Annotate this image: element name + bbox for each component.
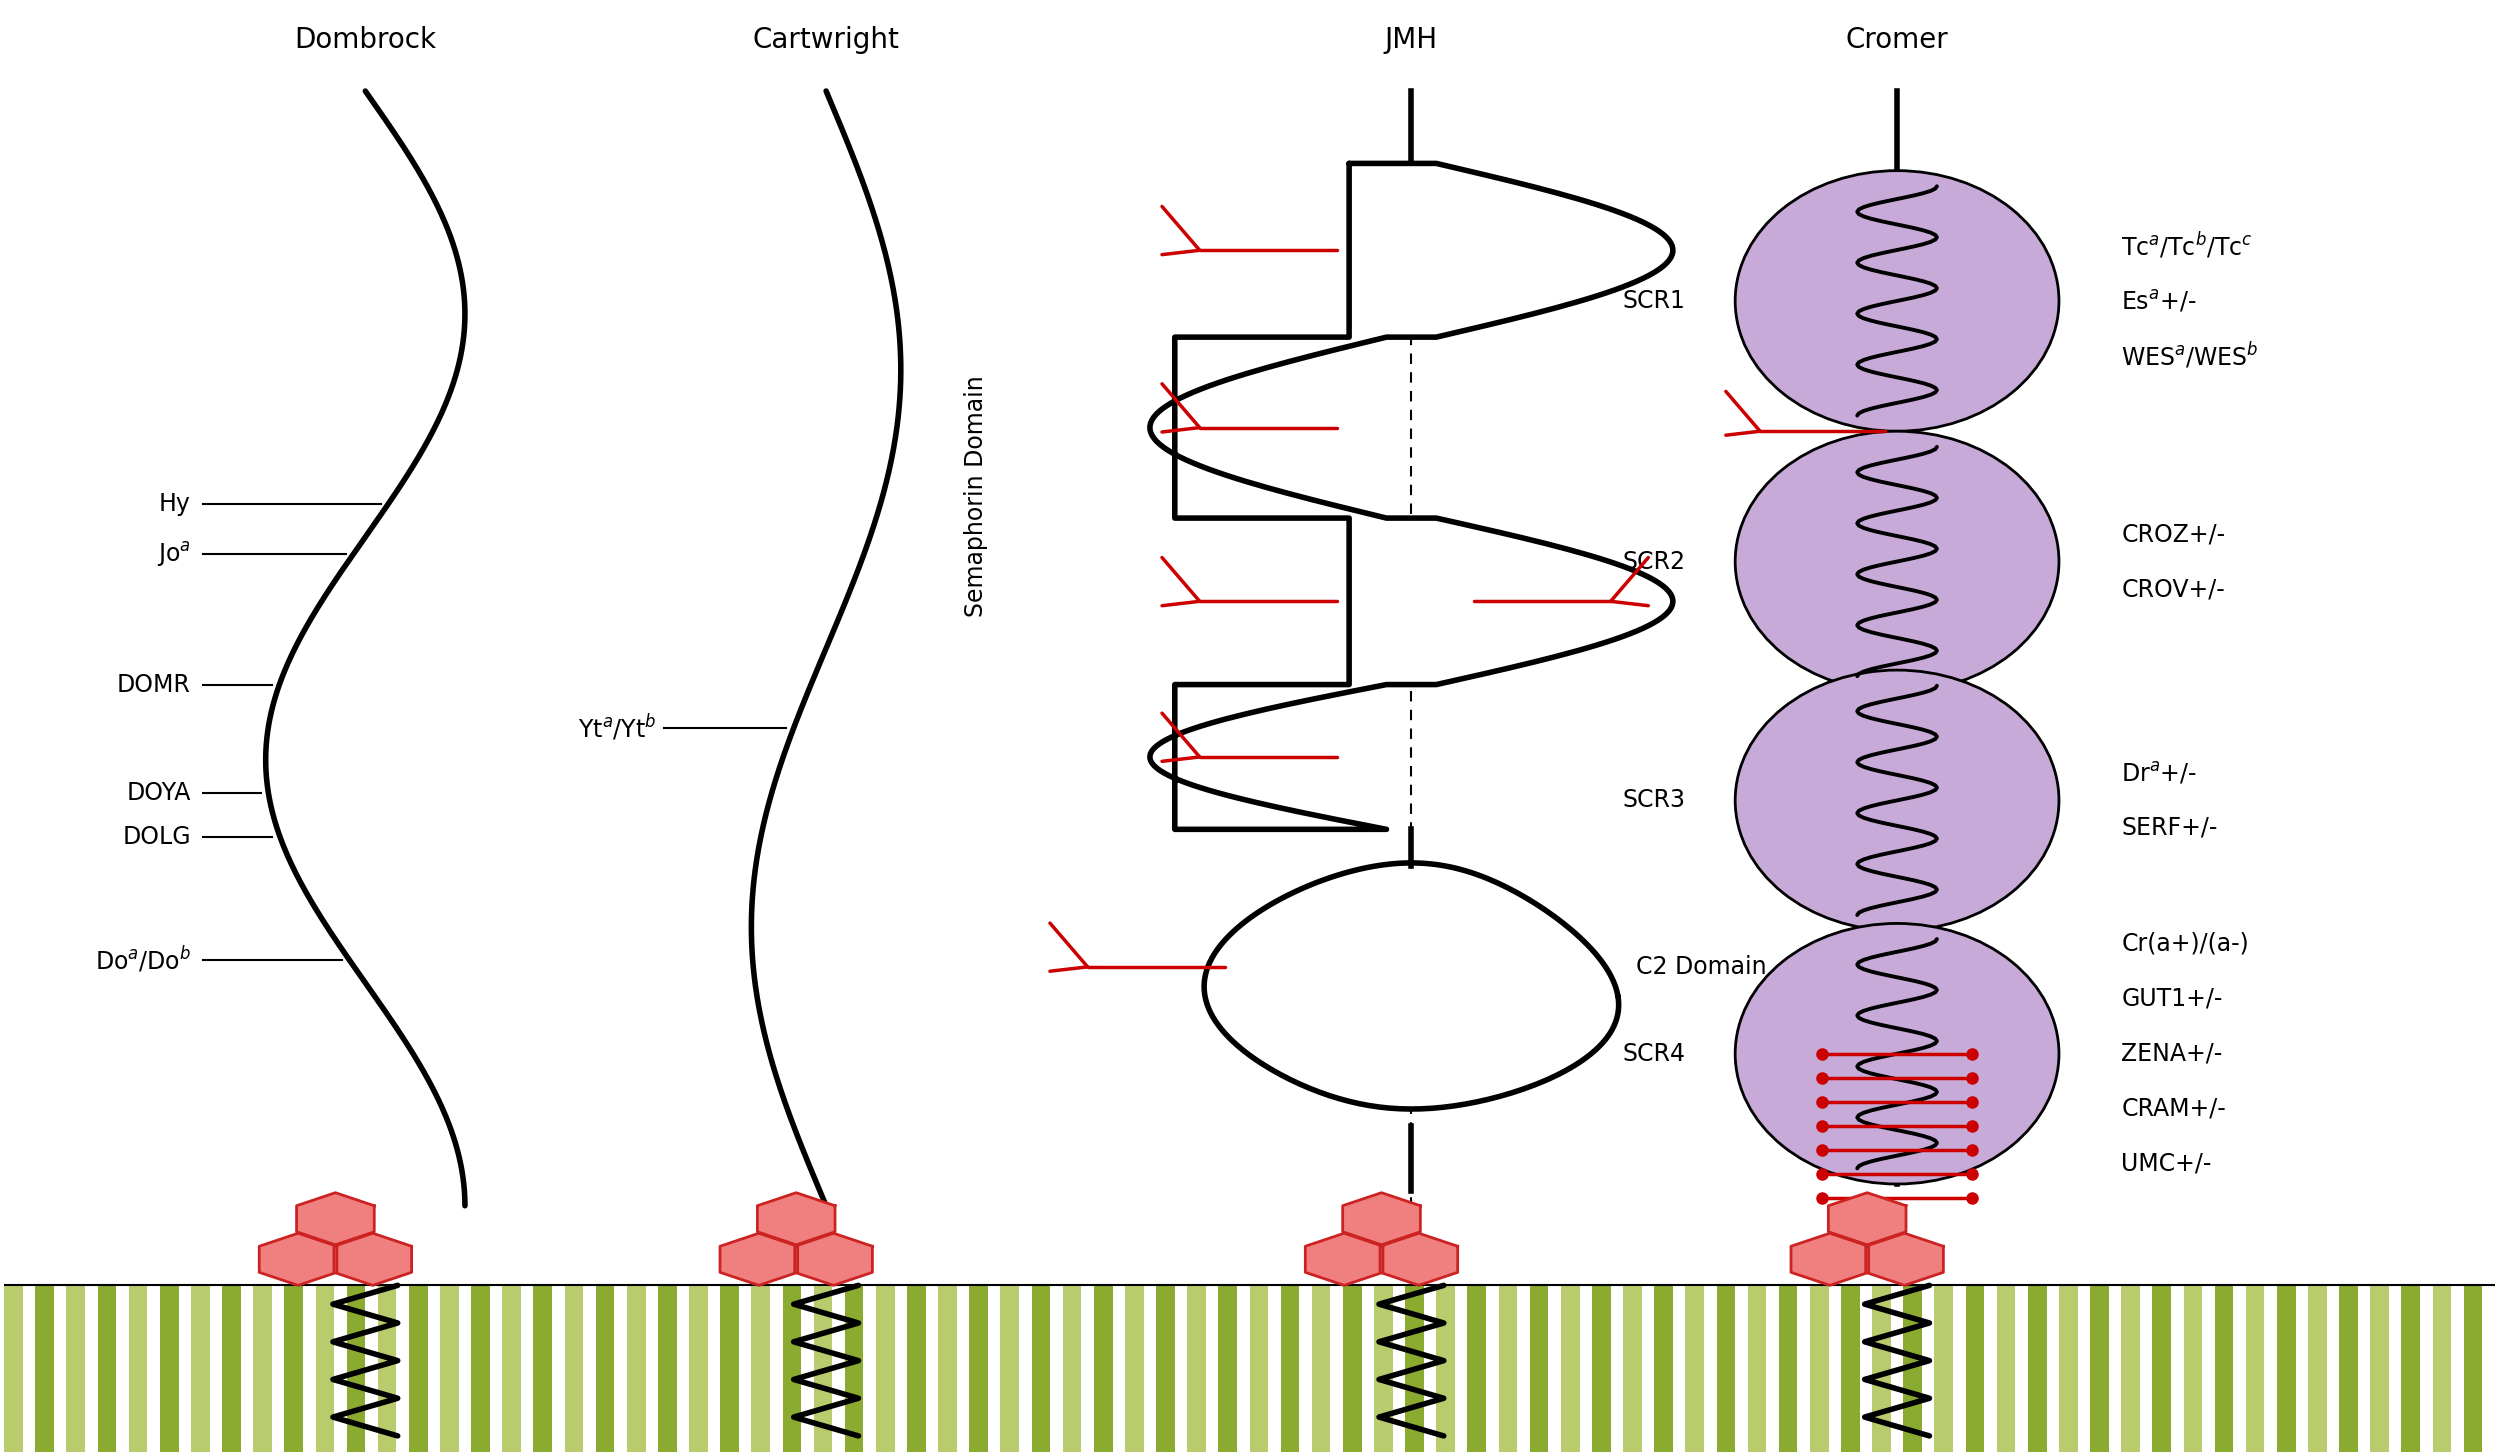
- Text: ZENA+/-: ZENA+/-: [2122, 1041, 2222, 1066]
- Text: SCR1: SCR1: [1622, 288, 1684, 313]
- Text: Jo$^a$: Jo$^a$: [157, 540, 190, 569]
- Polygon shape: [1379, 1233, 1457, 1286]
- Text: Dombrock: Dombrock: [295, 26, 437, 54]
- Text: SCR2: SCR2: [1622, 549, 1684, 574]
- Polygon shape: [757, 1192, 835, 1245]
- Text: SERF+/-: SERF+/-: [2122, 815, 2217, 840]
- Text: CROZ+/-: CROZ+/-: [2122, 523, 2224, 546]
- Polygon shape: [297, 1192, 375, 1245]
- Text: Cr(a+)/(a-): Cr(a+)/(a-): [2122, 932, 2249, 955]
- Text: DOLG: DOLG: [122, 824, 190, 849]
- Polygon shape: [1342, 1192, 1419, 1245]
- Text: DOMR: DOMR: [117, 673, 190, 696]
- Text: CRAM+/-: CRAM+/-: [2122, 1096, 2227, 1121]
- Text: Cartwright: Cartwright: [752, 26, 900, 54]
- Text: Yt$^a$/Yt$^b$: Yt$^a$/Yt$^b$: [577, 713, 657, 743]
- Ellipse shape: [1734, 170, 2059, 431]
- Text: Cromer: Cromer: [1847, 26, 1949, 54]
- Text: SCR3: SCR3: [1622, 788, 1684, 812]
- Text: SCR4: SCR4: [1622, 1041, 1684, 1066]
- Polygon shape: [1792, 1233, 1869, 1286]
- Polygon shape: [1205, 863, 1619, 1109]
- Text: DOYA: DOYA: [127, 782, 190, 805]
- Polygon shape: [795, 1233, 872, 1286]
- Text: Semaphorin Domain: Semaphorin Domain: [965, 376, 987, 617]
- Ellipse shape: [1734, 431, 2059, 692]
- Text: GUT1+/-: GUT1+/-: [2122, 987, 2222, 1010]
- Ellipse shape: [1734, 923, 2059, 1184]
- Text: JMH: JMH: [1384, 26, 1437, 54]
- Polygon shape: [1829, 1192, 1907, 1245]
- Text: CROV+/-: CROV+/-: [2122, 577, 2224, 601]
- Polygon shape: [1304, 1233, 1382, 1286]
- Polygon shape: [1150, 163, 1672, 830]
- Text: Tc$^a$/Tc$^b$/Tc$^c$: Tc$^a$/Tc$^b$/Tc$^c$: [2122, 230, 2254, 261]
- Ellipse shape: [1734, 670, 2059, 930]
- Text: Es$^a$+/-: Es$^a$+/-: [2122, 288, 2197, 314]
- Text: WES$^a$/WES$^b$: WES$^a$/WES$^b$: [2122, 341, 2259, 371]
- Text: Hy: Hy: [160, 492, 190, 515]
- Text: Do$^a$/Do$^b$: Do$^a$/Do$^b$: [95, 945, 190, 976]
- Text: Dr$^a$+/-: Dr$^a$+/-: [2122, 760, 2197, 786]
- Text: C2 Domain: C2 Domain: [1634, 955, 1767, 978]
- Polygon shape: [720, 1233, 797, 1286]
- Polygon shape: [335, 1233, 412, 1286]
- Polygon shape: [260, 1233, 337, 1286]
- Text: UMC+/-: UMC+/-: [2122, 1152, 2212, 1176]
- Polygon shape: [1867, 1233, 1944, 1286]
